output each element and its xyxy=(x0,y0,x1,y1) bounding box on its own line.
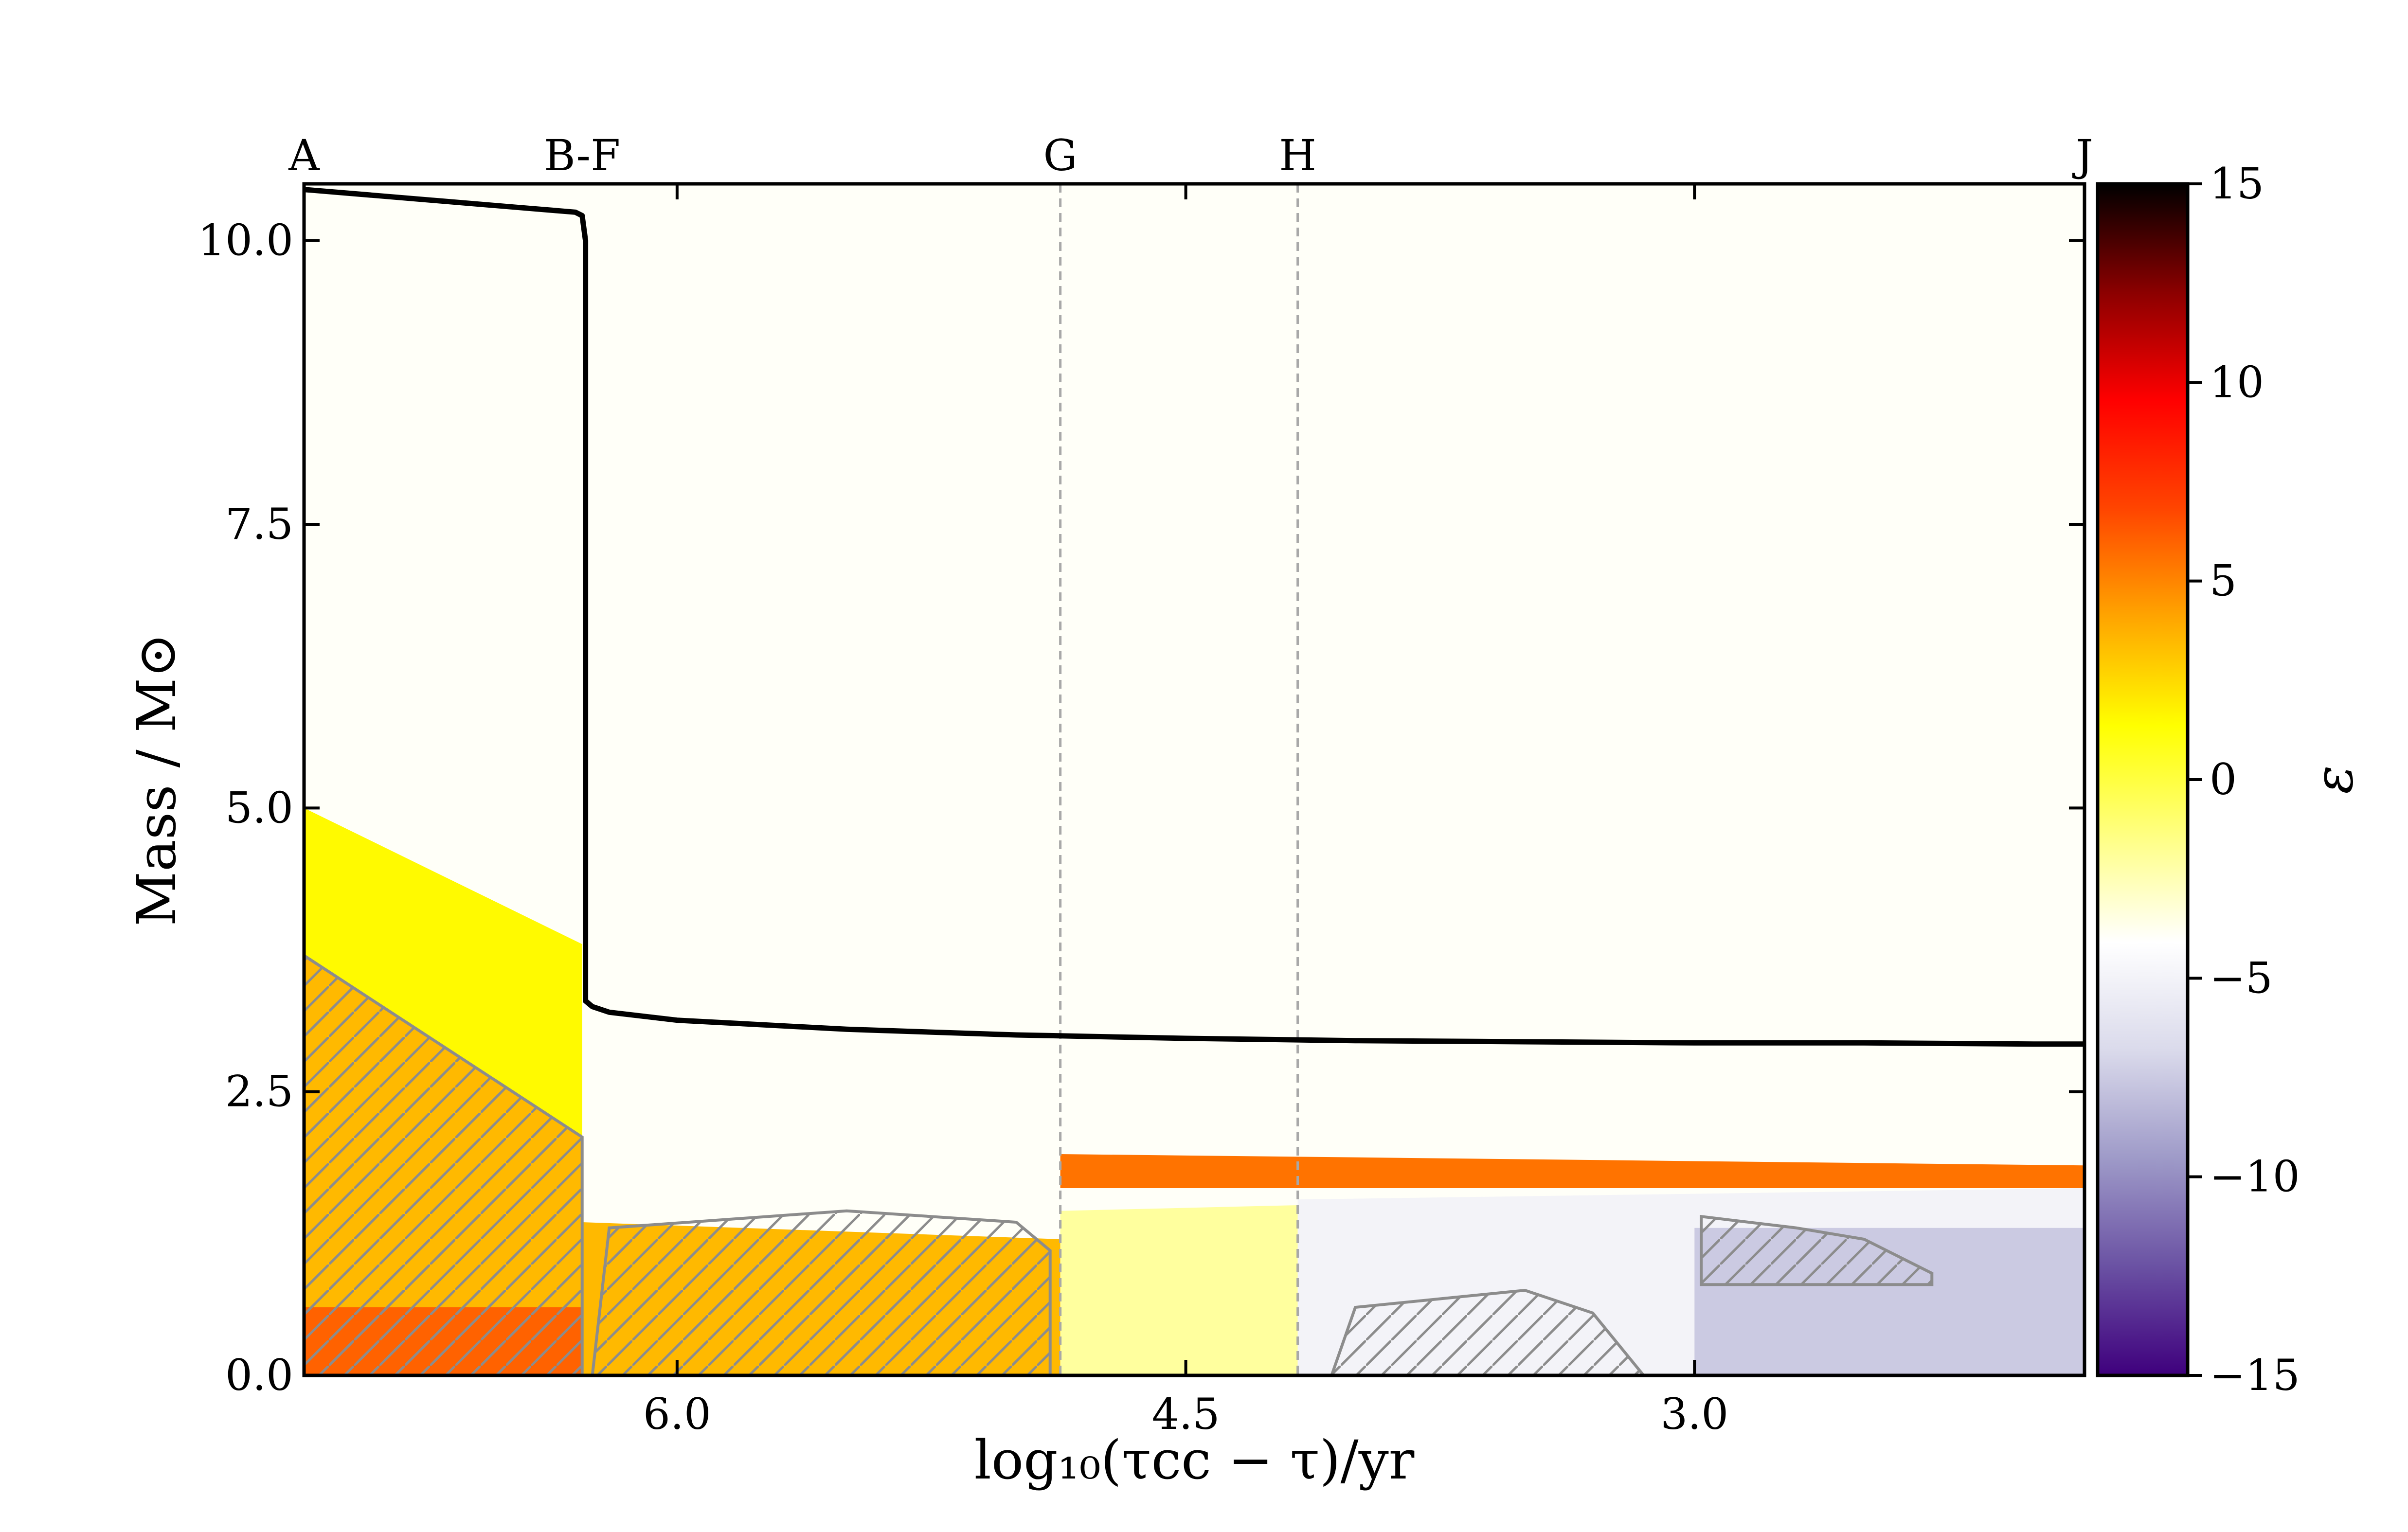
phase-label-J: J xyxy=(2072,130,2093,180)
colorbar-tick-label: 15 xyxy=(2210,159,2264,209)
y-axis-label: Mass / M⊙ xyxy=(126,633,188,926)
y-tick-label: 2.5 xyxy=(225,1067,293,1117)
colorbar-label: ε xyxy=(2302,765,2365,794)
colorbar-gradient xyxy=(2098,184,2188,1375)
colorbar-ticks: −15 −10 −5 0 5 10 15 xyxy=(2188,159,2300,1400)
y-tick-label: 0.0 xyxy=(225,1350,293,1400)
phase-labels: A B-F G H J xyxy=(288,130,2093,180)
y-tick-label: 7.5 xyxy=(225,499,293,549)
x-tick-label: 4.5 xyxy=(1152,1389,1220,1439)
convective-zone-1 xyxy=(591,1209,1052,1375)
y-tick-label: 10.0 xyxy=(198,215,293,266)
y-tick-label: 5.0 xyxy=(225,783,293,833)
total-mass-line xyxy=(304,187,2085,1047)
convective-zone-0 xyxy=(304,954,584,1375)
colorbar-tick-label: 5 xyxy=(2210,556,2237,606)
colorbar-tick-label: 0 xyxy=(2210,754,2237,804)
phase-label-B-F: B-F xyxy=(544,130,620,180)
x-tick-label: 6.0 xyxy=(643,1389,711,1439)
phase-label-G: G xyxy=(1043,130,1077,180)
colorbar: −15 −10 −5 0 5 10 15 xyxy=(2096,159,2300,1400)
colorbar-tick-label: −10 xyxy=(2210,1152,2300,1202)
x-tick-label: 3.0 xyxy=(1660,1389,1728,1439)
convective-zones xyxy=(304,954,1934,1375)
x-axis-label: log₁₀(τcc − τ)/yr xyxy=(974,1429,1415,1491)
plot-frame xyxy=(302,182,2086,1377)
colorbar-tick-label: −15 xyxy=(2210,1350,2300,1400)
total-mass-line-path xyxy=(304,187,2085,1047)
region-burning-4 xyxy=(1060,1154,2085,1188)
convective-zone-3 xyxy=(1700,1214,1934,1286)
region-cooling-5 xyxy=(1060,1205,1298,1375)
x-axis-ticks: 6.0 4.5 3.0 xyxy=(643,184,1728,1439)
phase-marker-lines xyxy=(1059,184,1299,1375)
y-axis-ticks: 0.0 2.5 5.0 7.5 10.0 xyxy=(198,215,2085,1400)
phase-label-H: H xyxy=(1279,130,1316,180)
phase-label-A: A xyxy=(288,130,320,180)
convective-zone-2 xyxy=(1330,1288,1646,1375)
colorbar-tick-label: −5 xyxy=(2210,953,2273,1003)
colorbar-tick-label: 10 xyxy=(2210,357,2264,407)
